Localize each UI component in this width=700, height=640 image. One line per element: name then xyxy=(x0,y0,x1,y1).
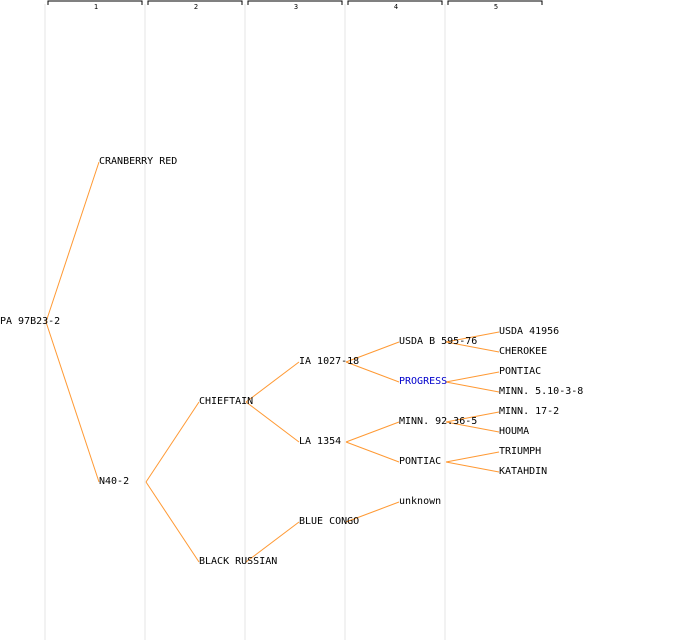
edge-n3-n5 xyxy=(245,361,300,403)
edge-n10-n18 xyxy=(445,421,500,433)
node-label-n11: PONTIAC xyxy=(399,456,442,467)
generation-label-5: 5 xyxy=(493,3,499,11)
node-label-n15: PONTIAC xyxy=(499,366,542,377)
node-label-n7: BLUE CONGO xyxy=(299,516,360,527)
node-label-n17: MINN. 17-2 xyxy=(499,406,560,417)
edge-n10-n17 xyxy=(445,411,500,423)
generation-bracket-4 xyxy=(347,0,443,5)
edge-n7-n12 xyxy=(345,501,400,523)
node-label-n12: unknown xyxy=(399,496,442,507)
generation-label-3: 3 xyxy=(293,3,299,11)
edge-n9-n15 xyxy=(445,371,500,383)
node-label-n20: KATAHDIN xyxy=(499,466,548,477)
edge-n2-n4 xyxy=(145,481,200,563)
edge-n4-n7 xyxy=(245,521,300,563)
edge-n6-n11 xyxy=(345,441,400,463)
edge-n11-n19 xyxy=(445,451,500,463)
node-label-n2: N40-2 xyxy=(99,476,130,487)
node-label-n9[interactable]: PROGRESS xyxy=(399,376,448,387)
node-label-n14: CHEROKEE xyxy=(499,346,548,357)
edge-n6-n10 xyxy=(345,421,400,443)
edge-n5-n9 xyxy=(345,361,400,383)
node-label-n19: TRIUMPH xyxy=(499,446,542,457)
generation-label-4: 4 xyxy=(393,3,399,11)
node-label-n16: MINN. 5.10-3-8 xyxy=(499,386,584,397)
edge-root-n2 xyxy=(45,321,100,483)
node-label-n1: CRANBERRY RED xyxy=(99,156,178,167)
node-label-n4: BLACK RUSSIAN xyxy=(199,556,278,567)
node-label-n3: CHIEFTAIN xyxy=(199,396,254,407)
edge-n2-n3 xyxy=(145,401,200,483)
node-label-n13: USDA 41956 xyxy=(499,326,560,337)
generation-bracket-3 xyxy=(247,0,343,5)
edge-n5-n8 xyxy=(345,341,400,363)
edge-n9-n16 xyxy=(445,381,500,393)
node-label-n6: LA 1354 xyxy=(299,436,342,447)
edge-n11-n20 xyxy=(445,461,500,473)
edge-n3-n6 xyxy=(245,401,300,443)
root-node-label: PA 97B23-2 xyxy=(0,316,61,327)
edge-n8-n14 xyxy=(445,341,500,353)
node-label-n18: HOUMA xyxy=(499,426,530,437)
node-label-n10: MINN. 92.36-5 xyxy=(399,416,478,427)
node-label-n8: USDA B 595-76 xyxy=(399,336,478,347)
node-label-n5: IA 1027-18 xyxy=(299,356,360,367)
generation-bracket-5 xyxy=(447,0,543,5)
generation-bracket-1 xyxy=(47,0,143,5)
edge-root-n1 xyxy=(45,161,100,323)
generation-label-2: 2 xyxy=(193,3,199,11)
generation-bracket-2 xyxy=(147,0,243,5)
generation-label-1: 1 xyxy=(93,3,99,11)
edge-n8-n13 xyxy=(445,331,500,343)
